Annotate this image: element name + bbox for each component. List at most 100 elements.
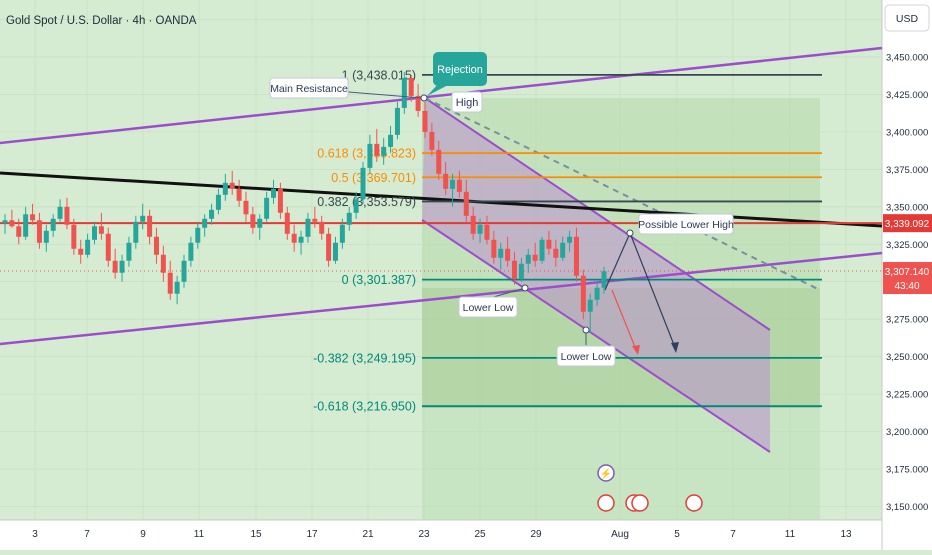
y-tick-label: 3,325.000 — [886, 240, 928, 251]
candle-body — [339, 224, 345, 243]
annotation-high[interactable]: High — [451, 91, 483, 113]
projection-arrow-up — [604, 232, 631, 291]
candle-body — [92, 226, 98, 240]
candle-body — [236, 188, 242, 201]
candle-body — [160, 254, 166, 273]
y-tick-label: 3,400.000 — [886, 127, 928, 138]
x-tick-label: 3 — [32, 529, 38, 540]
candle-body — [71, 224, 77, 249]
candle-body — [50, 218, 56, 231]
resistance-price-label: 3,339.092 — [885, 219, 930, 230]
candle-body — [511, 260, 517, 279]
time-axis[interactable]: 3 7 9 11 15 17 21 23 25 29 Aug 5 7 11 13 — [32, 529, 852, 540]
candle-body — [291, 233, 297, 243]
lower-low-marker-1 — [521, 284, 529, 292]
candle-body — [573, 236, 579, 276]
candle-body — [381, 146, 387, 156]
candle-body — [140, 215, 146, 222]
candle-body — [209, 209, 215, 219]
candle-body — [126, 242, 132, 261]
annotation-box — [451, 91, 483, 113]
candle-body — [64, 206, 70, 225]
candle-body — [43, 230, 49, 243]
us-flag-event-icon[interactable] — [597, 494, 615, 512]
x-tick-label: Aug — [611, 529, 629, 540]
time-axis-background — [0, 520, 882, 550]
annotation-lower-low-2-text: Lower Low — [561, 351, 612, 363]
annotation-rejection[interactable]: Rejection — [427, 52, 487, 96]
annotation-lower-low-1[interactable]: Lower Low — [458, 296, 518, 318]
x-tick-label: 17 — [306, 529, 318, 540]
x-tick-label: 11 — [785, 529, 796, 540]
annotation-rejection-text: Rejection — [437, 64, 483, 76]
candle-body — [374, 143, 380, 156]
currency-button[interactable]: USD — [884, 4, 930, 32]
y-tick-label: 3,275.000 — [886, 315, 928, 326]
candle-body — [98, 226, 104, 234]
annotation-high-text: High — [456, 97, 479, 109]
event-icons[interactable]: ⚡ — [597, 464, 703, 512]
fib-level-label: 0.618 (3,385.823) — [317, 147, 416, 161]
candle-body — [119, 260, 125, 273]
candle-body — [525, 254, 531, 264]
fib-level-label: -0.618 (3,216.950) — [313, 400, 416, 414]
candle-body — [388, 134, 394, 147]
projection-arrow-down — [629, 232, 677, 351]
annotation-box — [269, 77, 349, 99]
candle-body — [539, 239, 545, 261]
lower-low-marker-2 — [582, 326, 590, 334]
candle-body — [257, 218, 263, 228]
annotation-lower-low-1-text: Lower Low — [463, 302, 514, 314]
candle-body — [23, 214, 29, 237]
fib-level-label: 0.382 (3,353.579) — [317, 195, 416, 209]
y-tick-label: 3,250.000 — [886, 352, 928, 363]
candle-body — [408, 77, 414, 96]
red-projection-arrow — [611, 289, 638, 353]
x-tick-label: 9 — [140, 529, 146, 540]
annotation-lower-low-2[interactable]: Lower Low — [556, 345, 616, 367]
annotation-box — [556, 345, 616, 367]
candle-body — [594, 287, 600, 300]
candle-body — [195, 227, 201, 243]
candle-body — [360, 167, 366, 200]
us-flag-event-icon[interactable] — [631, 494, 649, 512]
y-tick-label: 3,225.000 — [886, 390, 928, 401]
lower-low-pointer-1 — [489, 287, 526, 299]
candle-body — [277, 188, 283, 213]
us-flag-event-icon[interactable] — [685, 494, 703, 512]
x-tick-label: 7 — [730, 529, 736, 540]
x-tick-label: 11 — [194, 529, 205, 540]
candle-body — [587, 299, 593, 312]
candle-body — [16, 226, 22, 237]
candle-body — [2, 220, 8, 224]
x-tick-label: 21 — [362, 529, 374, 540]
candle-body — [312, 218, 318, 222]
candle-body — [498, 248, 504, 258]
candle-body — [415, 95, 421, 111]
annotation-box — [433, 52, 487, 86]
black-trendline — [0, 171, 883, 228]
candle-body — [284, 212, 290, 234]
candle-body — [456, 179, 462, 192]
candle-body — [332, 242, 338, 261]
candle-body — [298, 236, 304, 243]
annotation-main-resistance[interactable]: Main Resistance — [269, 77, 349, 99]
candle-body — [470, 215, 476, 234]
flash-event-icon[interactable] — [597, 464, 615, 482]
annotation-possible-lower-high[interactable]: Possible Lower High — [638, 213, 734, 235]
y-tick-label: 3,150.000 — [886, 502, 928, 513]
x-tick-label: 29 — [530, 529, 542, 540]
x-tick-label: 13 — [840, 529, 852, 540]
candle-body — [9, 220, 15, 227]
candle-body — [105, 233, 111, 261]
flash-glyph: ⚡ — [600, 467, 612, 480]
candle-body — [264, 197, 270, 219]
y-tick-label: 3,350.000 — [886, 202, 928, 213]
resistance-price-label-box — [883, 214, 932, 233]
candle-body — [532, 254, 538, 261]
candle-body — [367, 143, 373, 168]
candle-body — [167, 272, 173, 294]
projection-arrowhead-dark — [671, 342, 679, 353]
